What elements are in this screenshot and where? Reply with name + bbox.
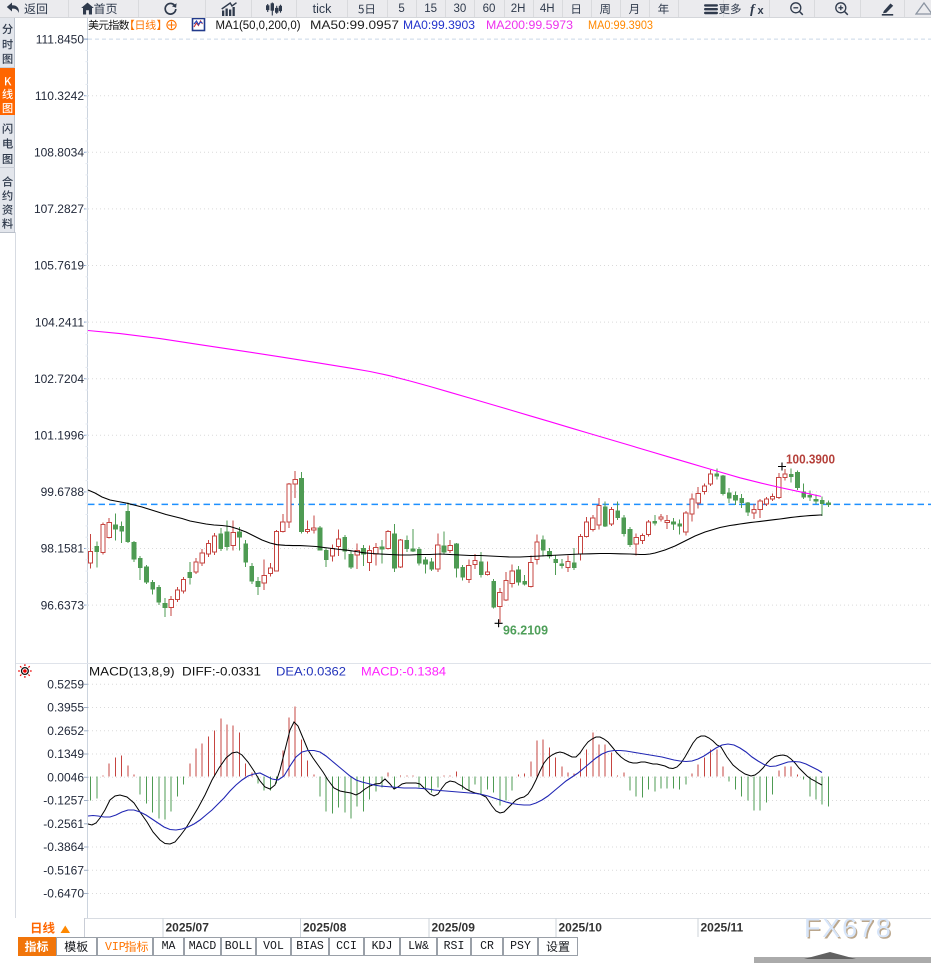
svg-text:x: x: [758, 5, 765, 16]
svg-text:MACD:-0.1384: MACD:-0.1384: [361, 665, 446, 679]
svg-text:-0.1257: -0.1257: [43, 794, 84, 808]
svg-text:MA200:99.5973: MA200:99.5973: [486, 20, 573, 32]
svg-text:98.1581: 98.1581: [41, 542, 85, 556]
svg-text:108.8034: 108.8034: [34, 146, 84, 160]
svg-text:MA50:99.0957: MA50:99.0957: [310, 20, 399, 32]
svg-text:2025/08: 2025/08: [303, 921, 347, 935]
svg-text:107.2827: 107.2827: [34, 202, 84, 216]
svg-text:111.8450: 111.8450: [36, 32, 85, 46]
svg-text:0.0046: 0.0046: [47, 771, 84, 785]
svg-text:0.2652: 0.2652: [47, 724, 84, 738]
svg-text:0.1349: 0.1349: [47, 747, 84, 761]
svg-text:MA0:99.3903: MA0:99.3903: [588, 20, 653, 32]
svg-text:2025/11: 2025/11: [701, 921, 744, 935]
svg-text:-0.3864: -0.3864: [43, 840, 84, 854]
svg-text:99.6788: 99.6788: [41, 485, 85, 499]
svg-text:96.6373: 96.6373: [41, 598, 85, 612]
svg-text:f: f: [750, 2, 756, 16]
svg-text:-0.2561: -0.2561: [43, 817, 84, 831]
svg-text:MACD(13,8,9) DIFF:-0.0331: MACD(13,8,9) DIFF:-0.0331: [89, 665, 261, 679]
svg-text:96.2109: 96.2109: [503, 624, 548, 638]
svg-text:110.3242: 110.3242: [35, 89, 84, 103]
svg-text:-0.6470: -0.6470: [43, 887, 84, 901]
svg-text:2025/09: 2025/09: [432, 921, 476, 935]
svg-text:DEA:0.0362: DEA:0.0362: [276, 665, 346, 679]
svg-text:100.3900: 100.3900: [786, 453, 835, 467]
svg-text:102.7204: 102.7204: [34, 372, 84, 386]
svg-text:0.3955: 0.3955: [47, 701, 84, 715]
svg-text:105.7619: 105.7619: [34, 259, 84, 273]
svg-text:0.5259: 0.5259: [47, 678, 84, 692]
svg-text:2025/07: 2025/07: [166, 921, 210, 935]
svg-text:104.2411: 104.2411: [35, 315, 84, 329]
svg-text:MA1(50,0,200,0): MA1(50,0,200,0): [216, 20, 301, 32]
svg-text:2025/10: 2025/10: [559, 921, 603, 935]
svg-text:101.1996: 101.1996: [34, 429, 84, 443]
svg-text:MA0:99.3903: MA0:99.3903: [403, 20, 475, 32]
svg-text:-0.5167: -0.5167: [43, 864, 84, 878]
